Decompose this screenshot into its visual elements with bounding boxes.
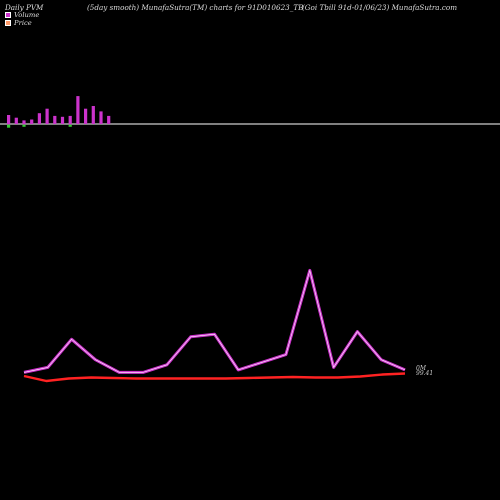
volume-end-label: 0M [416,365,427,372]
volume-bar-negative [7,125,11,128]
pvm-line-core [23,270,406,373]
legend-volume-swatch [5,12,11,18]
legend-volume-label: Volume [14,11,40,19]
volume-bar [107,115,111,124]
volume-bar [22,120,26,124]
price-end-label: 99.41 [416,370,433,377]
volume-bar [84,108,88,124]
volume-bar [30,119,34,124]
volume-bar-negative [68,125,72,127]
volume-bar [76,96,80,124]
volume-bar [53,115,57,124]
legend-volume: Volume [5,11,39,19]
chart-title-right: (Goi Tbill 91d-01/06/23) MunafaSutra.com [302,3,458,12]
volume-bar-negative [22,125,26,127]
volume-bar [7,115,11,124]
volume-bar [68,115,72,124]
volume-bar [45,108,49,124]
legend-price: Price [5,19,32,27]
volume-bar [14,117,18,124]
volume-bar [37,113,41,124]
chart-title-left: Daily PVM [5,3,44,12]
volume-bar [60,116,65,124]
chart-title-middle: (5day smooth) MunafaSutra(TM) charts for… [87,3,304,12]
pvm-line [23,268,406,374]
volume-bar [91,106,95,124]
price-line [23,372,406,383]
legend-price-swatch [5,20,11,26]
legend-price-label: Price [14,19,32,27]
volume-bar [99,111,103,124]
